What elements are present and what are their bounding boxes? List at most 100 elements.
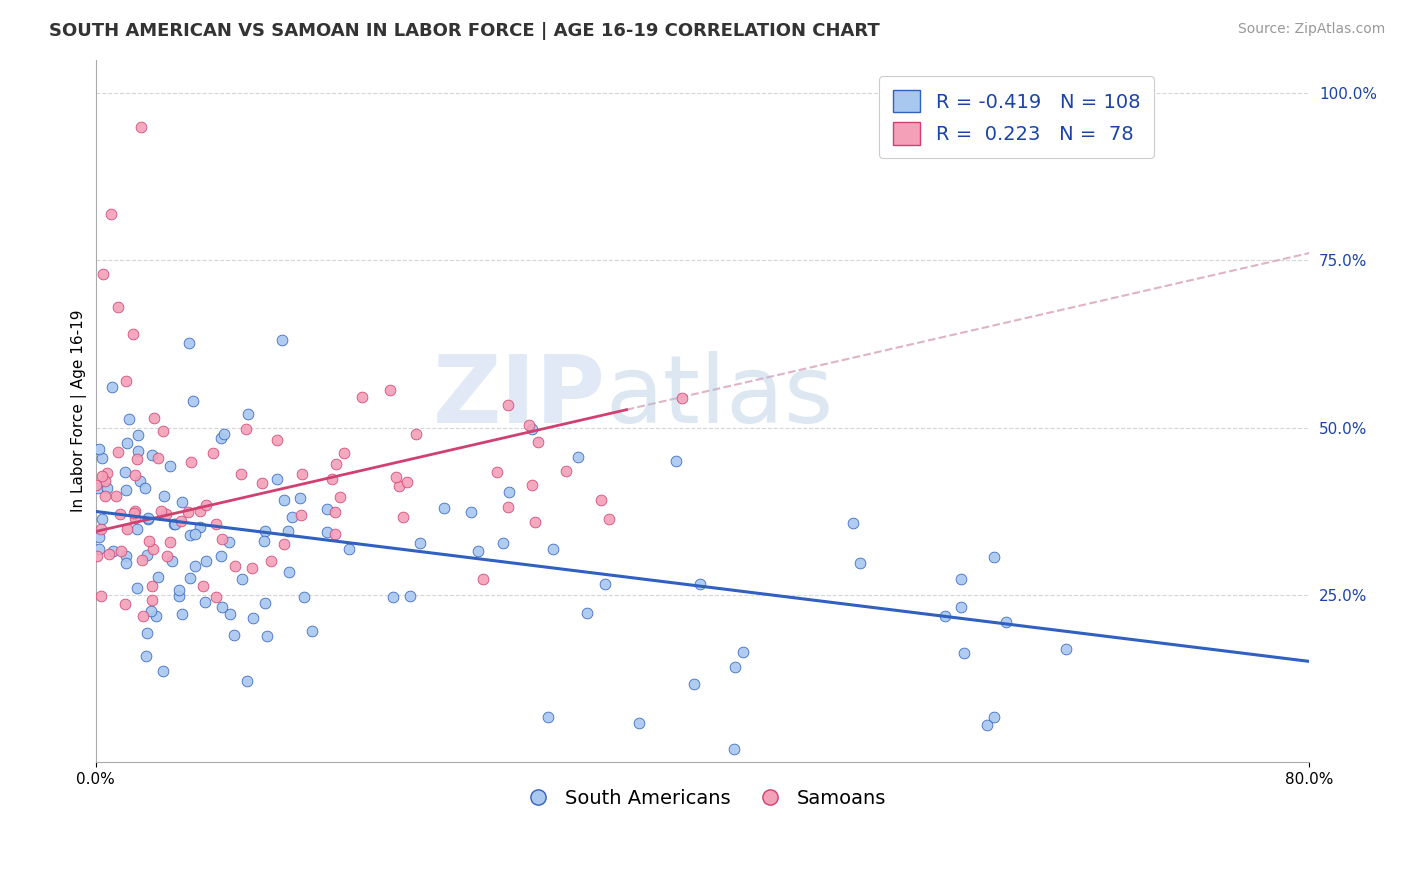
Point: [188, 520, 211, 534]
Point: [96, 481, 118, 495]
Point: [1054, 641, 1077, 656]
Point: [333, 446, 356, 460]
Point: [128, 474, 150, 488]
Point: [129, 120, 152, 134]
Point: [388, 479, 411, 493]
Point: [159, 458, 181, 473]
Point: [139, 604, 162, 618]
Point: [290, 491, 312, 506]
Point: [89, 442, 111, 457]
Point: [160, 554, 183, 568]
Point: [114, 465, 136, 479]
Point: [152, 664, 174, 678]
Point: [105, 489, 128, 503]
Point: [325, 457, 347, 471]
Point: [172, 607, 194, 621]
Point: [156, 549, 179, 564]
Point: [152, 489, 174, 503]
Point: [152, 425, 174, 439]
Point: [115, 549, 138, 563]
Point: [94, 474, 117, 488]
Point: [321, 472, 343, 486]
Point: [205, 590, 228, 604]
Point: [114, 483, 136, 497]
Point: [142, 542, 165, 557]
Point: [96, 466, 118, 480]
Point: [485, 465, 508, 479]
Point: [242, 611, 264, 625]
Point: [169, 582, 191, 597]
Point: [432, 501, 454, 516]
Text: ZIP: ZIP: [433, 351, 606, 443]
Point: [254, 524, 277, 538]
Point: [323, 505, 346, 519]
Point: [723, 742, 745, 756]
Point: [671, 391, 693, 405]
Point: [591, 493, 613, 508]
Point: [181, 393, 204, 408]
Point: [994, 615, 1017, 629]
Point: [124, 507, 146, 521]
Point: [399, 589, 422, 603]
Point: [409, 536, 432, 550]
Point: [523, 515, 546, 529]
Point: [229, 467, 252, 482]
Point: [391, 510, 413, 524]
Point: [498, 484, 520, 499]
Point: [224, 628, 246, 642]
Point: [87, 481, 110, 495]
Point: [949, 572, 972, 586]
Point: [329, 490, 352, 504]
Point: [598, 512, 620, 526]
Point: [291, 467, 314, 482]
Point: [526, 435, 548, 450]
Point: [983, 710, 1005, 724]
Point: [492, 536, 515, 550]
Point: [554, 464, 576, 478]
Point: [396, 475, 419, 490]
Point: [983, 550, 1005, 565]
Point: [134, 481, 156, 495]
Text: Source: ZipAtlas.com: Source: ZipAtlas.com: [1237, 22, 1385, 37]
Point: [253, 596, 276, 610]
Point: [256, 629, 278, 643]
Point: [107, 445, 129, 459]
Point: [250, 476, 273, 491]
Point: [84, 478, 107, 492]
Point: [125, 522, 148, 536]
Point: [323, 527, 346, 541]
Point: [281, 510, 304, 524]
Point: [231, 572, 253, 586]
Point: [127, 428, 149, 442]
Point: [136, 626, 159, 640]
Point: [125, 452, 148, 467]
Point: [337, 541, 360, 556]
Point: [163, 517, 186, 532]
Point: [290, 508, 312, 522]
Point: [125, 582, 148, 596]
Point: [184, 559, 207, 574]
Point: [316, 501, 339, 516]
Point: [179, 336, 201, 351]
Point: [115, 522, 138, 536]
Point: [460, 506, 482, 520]
Point: [378, 383, 401, 397]
Point: [90, 522, 112, 536]
Point: [107, 300, 129, 314]
Point: [236, 408, 259, 422]
Point: [224, 559, 246, 574]
Point: [90, 512, 112, 526]
Point: [141, 448, 163, 462]
Point: [277, 524, 299, 539]
Point: [952, 646, 974, 660]
Point: [110, 507, 132, 521]
Point: [195, 554, 218, 568]
Point: [167, 589, 190, 603]
Point: [467, 543, 489, 558]
Point: [90, 589, 112, 603]
Point: [472, 572, 495, 586]
Point: [110, 544, 132, 558]
Legend: South Americans, Samoans: South Americans, Samoans: [510, 781, 894, 816]
Point: [949, 599, 972, 614]
Point: [235, 421, 257, 435]
